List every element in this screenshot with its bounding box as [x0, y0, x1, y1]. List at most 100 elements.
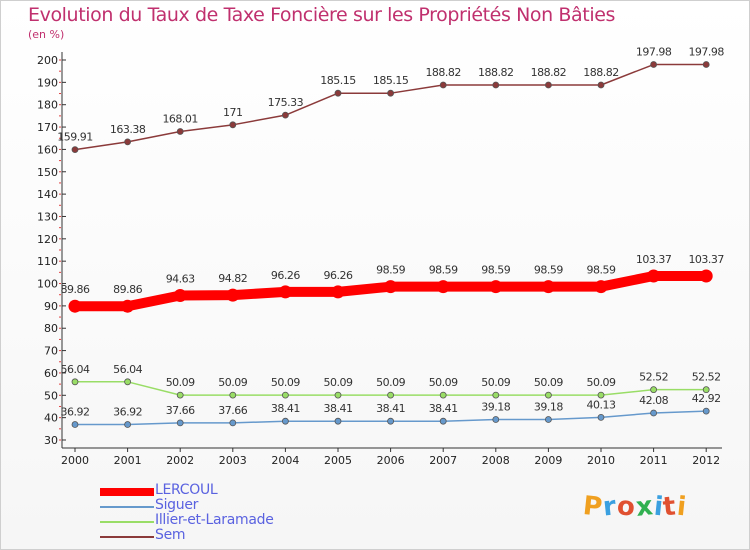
data-label-lercoul: 103.37: [636, 253, 672, 266]
y-tick-label: 170: [37, 121, 58, 134]
data-point-siguer: [387, 417, 395, 425]
y-tick-label: 60: [44, 367, 58, 380]
data-label-lercoul: 96.26: [271, 269, 300, 282]
data-point-illier-et-laramade: [281, 391, 289, 399]
data-point-sem: [492, 81, 500, 89]
data-point-siguer: [176, 419, 184, 427]
y-tick-label: 140: [37, 188, 58, 201]
data-label-lercoul: 94.63: [166, 273, 195, 286]
data-point-siguer: [492, 416, 500, 423]
data-label-illier-et-laramade: 50.09: [481, 376, 510, 389]
x-tick: 2004: [271, 448, 299, 467]
data-point-illier-et-laramade: [597, 391, 605, 399]
data-label-sem: 175.33: [268, 96, 304, 109]
data-label-sem: 188.82: [478, 66, 514, 79]
data-label-sem: 185.15: [320, 74, 356, 87]
data-point-siguer: [71, 421, 79, 428]
data-point-sem: [545, 81, 552, 89]
data-label-lercoul: 98.59: [429, 264, 458, 277]
y-tick: 200: [37, 54, 66, 67]
x-tick-label: 2007: [429, 454, 457, 467]
line-chart: 30 40 50 60 70 80 90 100 110 120 130 140 150 160 170 18…: [37, 46, 725, 467]
data-point-lercoul: [173, 289, 187, 303]
y-tick-label: 40: [44, 412, 58, 425]
data-point-siguer: [229, 419, 237, 427]
data-label-illier-et-laramade: 56.04: [61, 363, 90, 376]
data-label-sem: 171: [223, 106, 243, 119]
x-tick: 2007: [429, 448, 457, 467]
x-tick: 2005: [324, 448, 352, 467]
data-label-illier-et-laramade: 50.09: [376, 376, 405, 389]
y-tick-label: 150: [37, 166, 58, 179]
y-tick-label: 190: [37, 76, 58, 89]
data-label-sem: 168.01: [162, 113, 198, 126]
y-axis-unit: (en %): [28, 28, 65, 41]
data-point-lercoul: [331, 285, 345, 299]
y-tick: 160: [37, 143, 66, 156]
data-label-siguer: 37.66: [218, 404, 247, 417]
data-point-illier-et-laramade: [387, 391, 395, 399]
y-tick-label: 100: [37, 278, 58, 291]
data-label-sem: 188.82: [583, 66, 619, 79]
data-label-lercoul: 89.86: [61, 283, 90, 296]
data-label-siguer: 38.41: [324, 402, 353, 415]
data-point-sem: [387, 89, 395, 97]
data-point-siguer: [334, 417, 342, 425]
data-label-illier-et-laramade: 50.09: [429, 376, 458, 389]
data-point-sem: [229, 121, 237, 129]
data-label-lercoul: 103.37: [688, 253, 724, 266]
x-tick-label: 2011: [640, 454, 668, 467]
data-point-illier-et-laramade: [229, 391, 237, 399]
y-tick-label: 160: [37, 143, 58, 156]
y-tick-label: 30: [44, 434, 58, 447]
data-label-lercoul: 98.59: [587, 264, 616, 277]
y-tick: 40: [44, 412, 66, 425]
data-point-sem: [702, 61, 710, 68]
x-tick-label: 2002: [166, 454, 194, 467]
data-point-sem: [176, 128, 184, 135]
data-label-lercoul: 98.59: [376, 264, 405, 277]
data-point-lercoul: [489, 280, 503, 294]
x-tick-label: 2009: [534, 454, 562, 467]
data-label-sem: 188.82: [531, 66, 567, 79]
x-tick-label: 2003: [219, 454, 247, 467]
legend-label-lercoul: LERCOUL: [155, 482, 218, 498]
x-tick: 2003: [219, 448, 247, 467]
legend-swatch-lercoul: [100, 488, 154, 496]
x-tick: 2000: [61, 448, 89, 467]
y-tick-label: 130: [37, 210, 58, 223]
data-point-sem: [334, 89, 342, 97]
data-point-lercoul: [541, 280, 555, 294]
y-tick: 60: [44, 367, 66, 380]
data-point-sem: [124, 138, 131, 146]
data-point-lercoul: [121, 299, 135, 313]
data-label-siguer: 38.41: [429, 402, 458, 415]
x-tick-label: 2005: [324, 454, 352, 467]
data-label-illier-et-laramade: 52.52: [692, 371, 721, 384]
data-label-siguer: 38.41: [376, 402, 405, 415]
x-tick: 2006: [377, 448, 405, 467]
legend-label-sem: Sem: [155, 527, 186, 543]
y-tick: 100: [37, 278, 66, 291]
data-point-illier-et-laramade: [702, 386, 710, 394]
data-point-illier-et-laramade: [492, 391, 500, 399]
y-tick-label: 70: [44, 345, 58, 358]
data-point-illier-et-laramade: [176, 391, 184, 399]
data-point-illier-et-laramade: [439, 391, 447, 399]
data-label-sem: 197.98: [636, 46, 672, 59]
x-tick: 2008: [482, 448, 510, 467]
legend-swatch-sem: [100, 536, 154, 538]
y-tick-label: 50: [44, 389, 58, 402]
data-label-lercoul: 98.59: [481, 264, 510, 277]
data-point-siguer: [650, 409, 657, 417]
y-tick: 130: [37, 210, 66, 223]
data-point-lercoul: [647, 269, 661, 283]
data-point-illier-et-laramade: [124, 378, 131, 386]
data-label-siguer: 40.13: [587, 398, 616, 411]
data-label-illier-et-laramade: 50.09: [324, 376, 353, 389]
data-point-lercoul: [699, 269, 713, 283]
data-point-sem: [597, 81, 605, 89]
x-tick-label: 2000: [61, 454, 89, 467]
x-tick-label: 2010: [587, 454, 615, 467]
